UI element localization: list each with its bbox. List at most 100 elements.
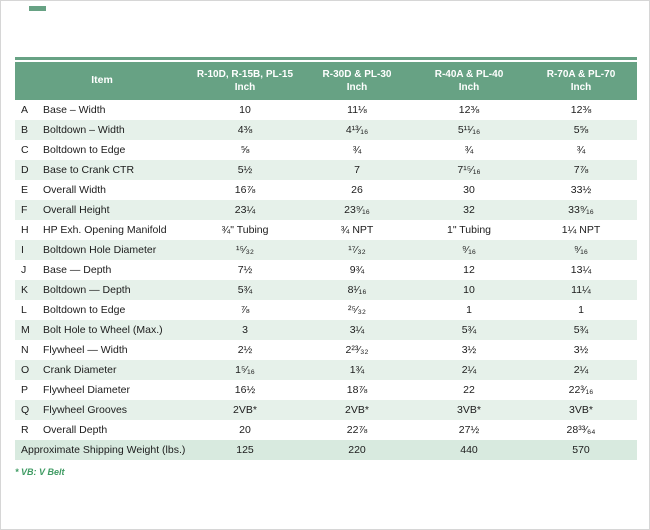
row-value: 22⅞ xyxy=(346,424,368,436)
model-column-header: R-70A & PL-70 Inch xyxy=(525,62,637,100)
row-value: 7 xyxy=(354,164,360,176)
row-letter: J xyxy=(21,264,27,276)
row-value: 1 xyxy=(578,304,584,316)
row-value: 7½ xyxy=(237,264,253,276)
row-value: 2VB* xyxy=(345,404,369,416)
spec-sheet: Item R-10D, R-15B, PL-15 Inch R-30D & PL-30… xyxy=(15,57,637,477)
row-item-label: Boltdown to Edge xyxy=(43,144,126,156)
row-item-label: Boltdown – Width xyxy=(43,124,125,136)
shipping-weight-value: 220 xyxy=(348,444,366,456)
row-letter: F xyxy=(21,204,28,216)
row-value: ⅞ xyxy=(240,304,250,316)
row-letter: N xyxy=(21,344,29,356)
footnote: * VB: V Belt xyxy=(15,467,65,477)
row-value: 5½ xyxy=(237,164,253,176)
row-letter: E xyxy=(21,184,29,196)
model-column-label: R-40A & PL-40 xyxy=(434,69,504,80)
row-value: 13¼ xyxy=(570,264,592,276)
row-value: 16⅞ xyxy=(234,184,256,196)
unit-label: Inch xyxy=(346,82,368,93)
row-item-label: HP Exh. Opening Manifold xyxy=(43,224,167,236)
row-value: 5¾ xyxy=(237,284,253,296)
row-item-label: Flywheel — Width xyxy=(43,344,128,356)
row-value: 1¼ NPT xyxy=(561,224,601,236)
row-value: 1¾ xyxy=(349,364,365,376)
table-row: R Overall Depth 20 22⅞ 27½ 28³³⁄₆₄ xyxy=(15,420,637,440)
row-item-label: Overall Depth xyxy=(43,424,108,436)
row-value: 3¼ xyxy=(349,324,365,336)
row-item-label: Boltdown to Edge xyxy=(43,304,126,316)
table-row: B Boltdown – Width 4⅜ 4¹³⁄₁₆ 5¹¹⁄₁₆ 5⅝ xyxy=(15,120,637,140)
row-item-label: Boltdown — Depth xyxy=(43,284,131,296)
row-letter: R xyxy=(21,424,29,436)
row-value: ⅝ xyxy=(240,144,250,156)
row-item-label: Base — Depth xyxy=(43,264,112,276)
row-value: 2¼ xyxy=(461,364,477,376)
row-item-label: Flywheel Grooves xyxy=(43,404,128,416)
table-row: C Boltdown to Edge ⅝ ¾ ¾ ¾ xyxy=(15,140,637,160)
row-value: ¾ xyxy=(464,144,474,156)
row-value: 11¼ xyxy=(571,284,591,296)
table-row: H HP Exh. Opening Manifold ¾" Tubing ¾ NPT 1… xyxy=(15,220,637,240)
row-item-label: Overall Width xyxy=(43,184,107,196)
row-letter: P xyxy=(21,384,29,396)
table-row: I Boltdown Hole Diameter ¹⁵⁄₃₂ ¹⁷⁄₃₂ ⁹⁄₁₆ ⁹⁄₁… xyxy=(15,240,637,260)
table-row: J Base — Depth 7½ 9¾ 12 13¼ xyxy=(15,260,637,280)
row-item-label: Base – Width xyxy=(43,104,106,116)
row-value: 23⁹⁄₁₆ xyxy=(344,204,370,216)
model-column-header: R-30D & PL-30 Inch xyxy=(301,62,413,100)
table-row: O Crank Diameter 1⁵⁄₁₆ 1¾ 2¼ 2¼ xyxy=(15,360,637,380)
row-value: 12 xyxy=(463,264,475,276)
row-value: ¾ xyxy=(576,144,586,156)
row-value: ¾ NPT xyxy=(340,224,374,236)
row-letter: C xyxy=(21,144,29,156)
row-value: ⁹⁄₁₆ xyxy=(461,244,477,256)
row-value: 5¾ xyxy=(573,324,589,336)
row-value: 11⅛ xyxy=(347,104,367,116)
row-letter: L xyxy=(21,304,27,316)
row-value: ¹⁵⁄₃₂ xyxy=(236,244,254,256)
row-item-label: Crank Diameter xyxy=(43,364,117,376)
row-value: ²⁵⁄₃₂ xyxy=(348,304,366,316)
model-column-label: R-70A & PL-70 xyxy=(546,69,616,80)
row-value: 10 xyxy=(239,104,251,116)
row-value: 12⅜ xyxy=(570,104,592,116)
model-column-label: R-10D, R-15B, PL-15 xyxy=(196,69,294,80)
row-value: 7¹⁵⁄₁₆ xyxy=(457,164,481,176)
row-value: 28³³⁄₆₄ xyxy=(566,424,596,436)
table-row: D Base to Crank CTR 5½ 7 7¹⁵⁄₁₆ 7⅞ xyxy=(15,160,637,180)
row-value: 1" Tubing xyxy=(446,224,491,236)
row-item-label: Boltdown Hole Diameter xyxy=(43,244,157,256)
table-row: E Overall Width 16⅞ 26 30 33½ xyxy=(15,180,637,200)
row-value: 5⅝ xyxy=(573,124,589,136)
shipping-weight-label: Approximate Shipping Weight (lbs.) xyxy=(21,444,186,456)
row-value: 10 xyxy=(463,284,475,296)
row-value: 3½ xyxy=(461,344,477,356)
row-letter: Q xyxy=(21,404,30,416)
row-value: 27½ xyxy=(458,424,480,436)
model-column-header: R-40A & PL-40 Inch xyxy=(413,62,525,100)
shipping-weight-value: 125 xyxy=(236,444,254,456)
header-row: Item R-10D, R-15B, PL-15 Inch R-30D & PL-30… xyxy=(15,62,637,100)
row-value: 16½ xyxy=(234,384,256,396)
row-letter: O xyxy=(21,364,30,376)
table-row: K Boltdown — Depth 5¾ 8¹⁄₁₆ 10 11¼ xyxy=(15,280,637,300)
shipping-weight-row: Approximate Shipping Weight (lbs.) 125 220… xyxy=(15,440,637,460)
table-row: M Bolt Hole to Wheel (Max.) 3 3¼ 5¾ 5¾ xyxy=(15,320,637,340)
row-value: ¾" Tubing xyxy=(221,224,269,236)
row-item-label: Base to Crank CTR xyxy=(43,164,135,176)
row-value: 33½ xyxy=(570,184,592,196)
row-value: 30 xyxy=(463,184,475,196)
table-top-rule xyxy=(15,57,637,60)
corner-accent-mark xyxy=(29,6,46,11)
table-row: N Flywheel — Width 2½ 2²³⁄₃₂ 3½ 3½ xyxy=(15,340,637,360)
row-value: 2½ xyxy=(237,344,253,356)
row-value: 4¹³⁄₁₆ xyxy=(345,124,369,136)
model-column-header: R-10D, R-15B, PL-15 Inch xyxy=(189,62,301,100)
row-letter: B xyxy=(21,124,29,136)
row-letter: A xyxy=(21,104,29,116)
shipping-weight-value: 440 xyxy=(460,444,478,456)
row-value: 4⅜ xyxy=(237,124,253,136)
row-value: ⁹⁄₁₆ xyxy=(573,244,589,256)
row-item-label: Flywheel Diameter xyxy=(43,384,130,396)
